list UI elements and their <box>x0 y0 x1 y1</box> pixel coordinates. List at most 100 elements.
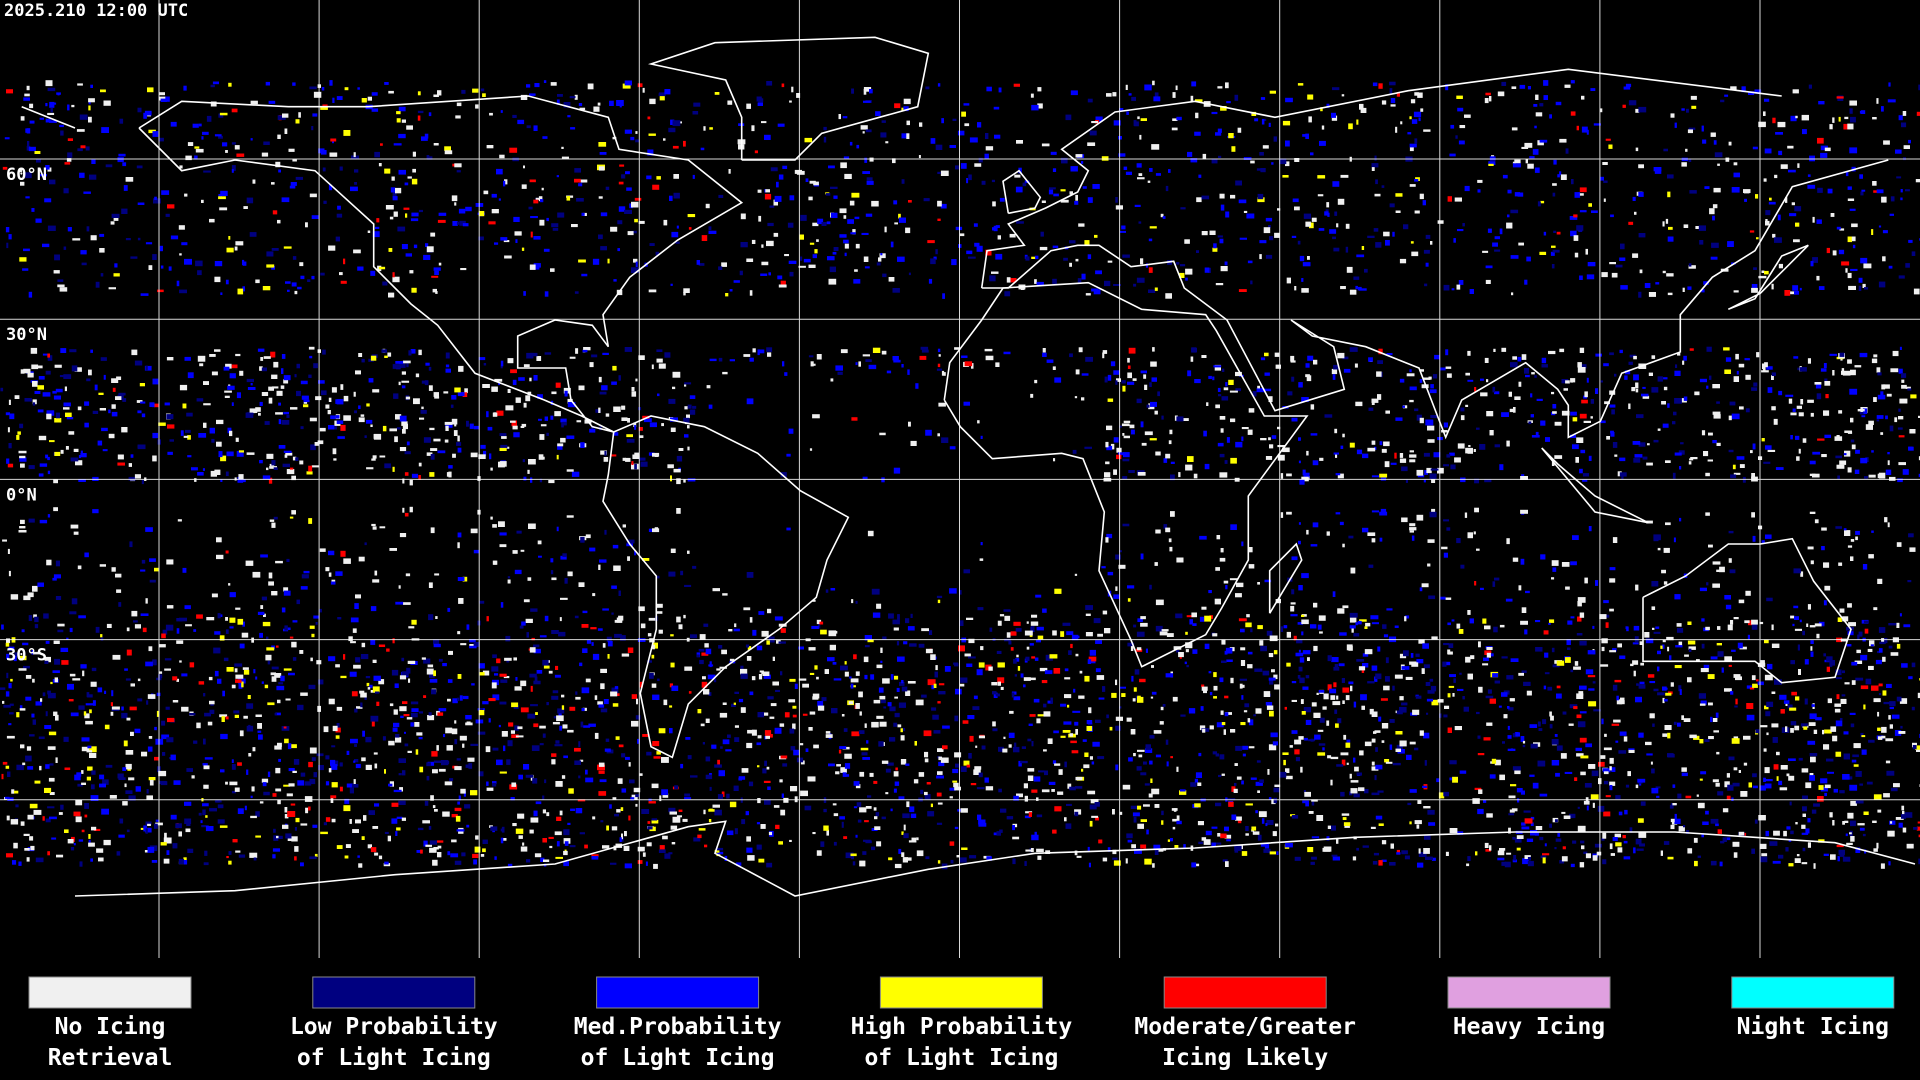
icing-speck <box>380 143 383 146</box>
icing-speck <box>1140 370 1147 374</box>
icing-speck <box>523 364 530 368</box>
icing-speck <box>1625 784 1630 788</box>
icing-speck <box>539 478 543 483</box>
icing-speck <box>576 420 582 423</box>
icing-speck <box>1194 803 1201 808</box>
icing-speck <box>19 457 27 462</box>
icing-speck <box>699 659 704 665</box>
icing-speck <box>122 398 127 402</box>
icing-speck <box>1847 467 1852 473</box>
icing-speck <box>156 710 160 717</box>
icing-speck <box>1790 412 1797 416</box>
icing-speck <box>1264 388 1272 392</box>
icing-speck <box>709 786 712 791</box>
icing-speck <box>1452 693 1455 697</box>
icing-speck <box>1900 725 1903 729</box>
icing-speck <box>618 375 621 381</box>
icing-speck <box>54 658 60 665</box>
icing-speck <box>902 813 910 819</box>
icing-speck <box>336 420 344 424</box>
icing-speck <box>1126 717 1132 722</box>
icing-speck <box>1674 818 1681 824</box>
icing-speck <box>1767 663 1773 670</box>
icing-speck <box>321 390 327 395</box>
icing-speck <box>1132 698 1136 702</box>
icing-speck <box>85 720 93 725</box>
icing-speck <box>1377 360 1383 364</box>
icing-speck <box>1556 685 1561 689</box>
icing-speck <box>391 669 399 676</box>
icing-speck <box>1239 678 1247 681</box>
icing-speck <box>683 288 690 293</box>
icing-speck <box>273 835 279 841</box>
icing-speck <box>1144 431 1153 436</box>
icing-speck <box>722 739 730 745</box>
icing-speck <box>1524 855 1531 859</box>
icing-speck <box>1565 380 1570 384</box>
icing-speck <box>850 678 859 683</box>
icing-speck <box>146 700 149 705</box>
icing-speck <box>561 694 565 698</box>
icing-speck <box>402 701 408 704</box>
icing-speck <box>631 391 637 397</box>
icing-speck <box>1303 790 1306 793</box>
icing-speck <box>761 630 769 637</box>
icing-speck <box>1580 771 1586 776</box>
icing-speck <box>1225 712 1232 715</box>
icing-speck <box>676 815 682 818</box>
icing-speck <box>1259 640 1264 646</box>
icing-speck <box>1723 347 1730 351</box>
icing-speck <box>540 857 545 862</box>
icing-speck <box>1508 795 1516 799</box>
icing-speck <box>378 163 382 167</box>
icing-speck <box>551 391 557 395</box>
icing-speck <box>463 790 466 797</box>
icing-speck <box>116 376 122 380</box>
icing-speck <box>1574 777 1578 781</box>
icing-speck <box>1824 434 1831 438</box>
icing-speck <box>925 648 933 654</box>
icing-speck <box>1796 405 1802 409</box>
icing-speck <box>1765 445 1772 450</box>
icing-speck <box>1877 473 1881 479</box>
icing-speck <box>1722 837 1727 842</box>
icing-speck <box>775 824 780 829</box>
icing-speck <box>1581 364 1587 369</box>
icing-speck <box>119 818 124 824</box>
icing-speck <box>1135 648 1143 652</box>
icing-speck <box>335 399 343 404</box>
icing-speck <box>402 429 406 434</box>
icing-speck <box>1330 756 1339 760</box>
icing-speck <box>1449 452 1455 456</box>
icing-speck <box>1796 854 1800 857</box>
icing-speck <box>1088 656 1097 662</box>
icing-speck <box>391 802 399 807</box>
icing-speck <box>339 762 343 767</box>
icing-speck <box>1603 363 1609 367</box>
icing-speck <box>462 392 468 397</box>
icing-speck <box>726 830 734 836</box>
icing-speck <box>399 675 407 680</box>
icing-speck <box>1128 757 1133 762</box>
icing-speck <box>1688 646 1696 650</box>
icing-speck <box>216 419 224 425</box>
icing-speck <box>639 457 646 461</box>
icing-speck <box>404 743 409 747</box>
icing-speck <box>824 669 829 674</box>
icing-speck <box>1517 798 1520 803</box>
icing-speck <box>717 794 724 799</box>
icing-speck <box>265 654 272 661</box>
icing-speck <box>8 399 11 405</box>
icing-speck <box>332 725 338 732</box>
icing-speck <box>492 654 497 658</box>
icing-speck <box>242 621 245 627</box>
icing-speck <box>49 792 55 795</box>
icing-speck <box>757 102 763 106</box>
icing-speck <box>196 614 203 619</box>
icing-speck <box>231 759 234 763</box>
icing-speck <box>526 632 529 638</box>
icing-speck <box>401 385 406 389</box>
icing-speck <box>308 761 313 768</box>
icing-speck <box>65 412 72 417</box>
icing-speck <box>978 822 987 827</box>
